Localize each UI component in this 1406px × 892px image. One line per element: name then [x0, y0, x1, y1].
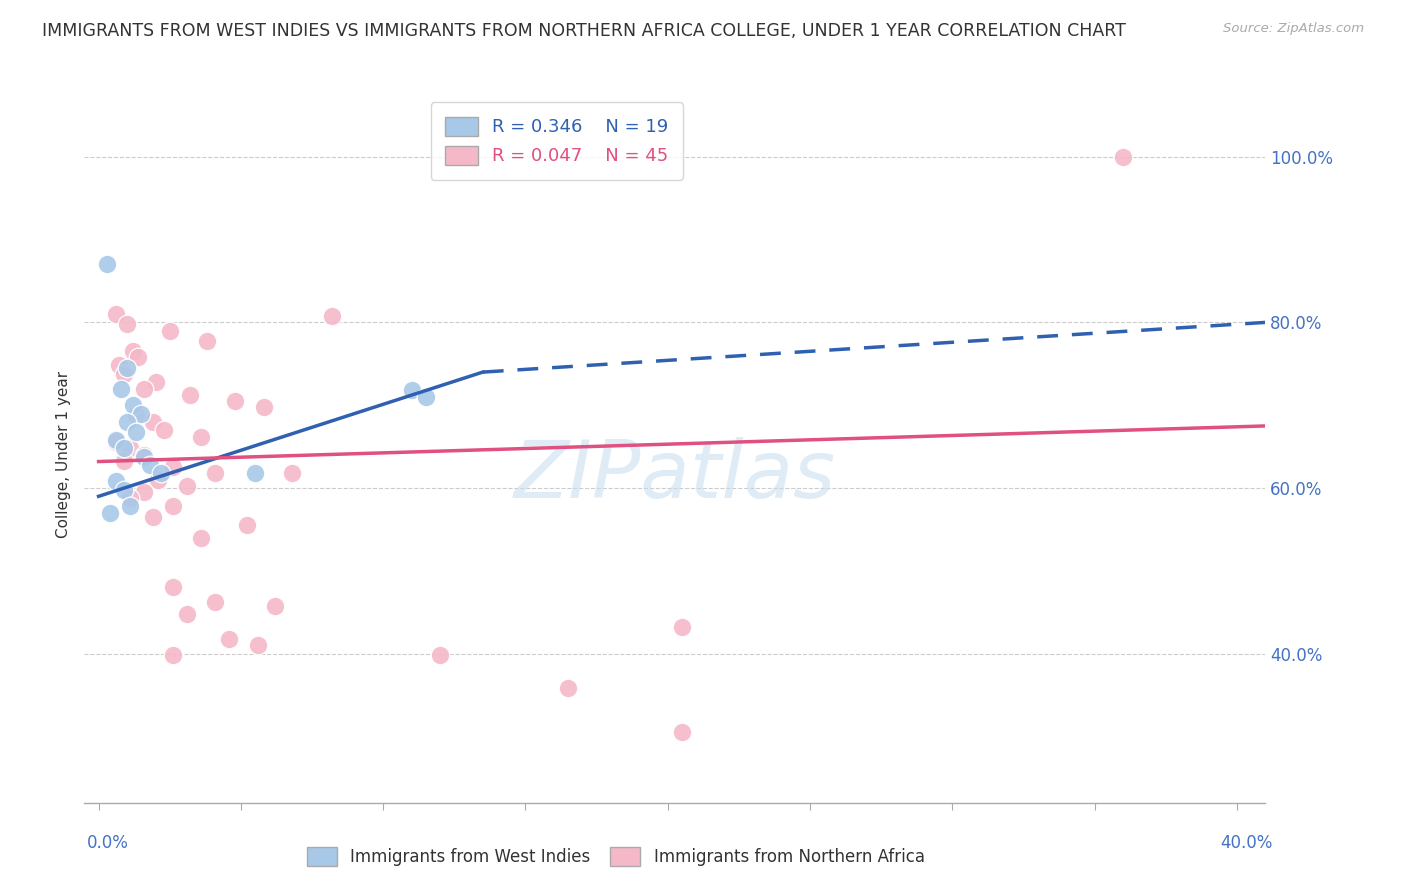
Point [104, 475, 127, 489]
Point [179, 388, 201, 402]
Point [112, 453, 135, 467]
Point [124, 408, 146, 422]
Point [235, 518, 257, 533]
Point [1112, 150, 1135, 164]
Point [96, 257, 118, 271]
Point [112, 367, 135, 381]
Point [401, 384, 423, 398]
Point [121, 398, 143, 412]
Point [134, 382, 156, 396]
Point [281, 466, 304, 480]
Point [112, 483, 135, 497]
Point [415, 390, 437, 404]
Point [321, 309, 343, 323]
Point [224, 394, 246, 409]
Point [264, 599, 287, 613]
Text: 40.0%: 40.0% [1220, 834, 1272, 852]
Point [107, 359, 129, 373]
Point [162, 648, 184, 663]
Point [429, 648, 451, 663]
Y-axis label: College, Under 1 year: College, Under 1 year [56, 371, 72, 539]
Point [115, 415, 138, 429]
Point [104, 433, 127, 447]
Point [153, 423, 176, 437]
Point [190, 430, 212, 444]
Point [243, 466, 266, 480]
Point [176, 479, 198, 493]
Point [162, 581, 184, 595]
Point [142, 415, 165, 429]
Point [204, 466, 226, 480]
Point [218, 632, 240, 646]
Point [110, 382, 132, 396]
Point [118, 500, 141, 514]
Point [204, 595, 226, 609]
Legend: Immigrants from West Indies, Immigrants from Northern Africa: Immigrants from West Indies, Immigrants … [298, 839, 934, 874]
Point [112, 442, 135, 456]
Text: IMMIGRANTS FROM WEST INDIES VS IMMIGRANTS FROM NORTHERN AFRICA COLLEGE, UNDER 1 : IMMIGRANTS FROM WEST INDIES VS IMMIGRANT… [42, 22, 1126, 40]
Point [118, 442, 141, 456]
Point [671, 725, 693, 739]
Point [134, 485, 156, 500]
Point [104, 435, 127, 450]
Point [134, 450, 156, 464]
Point [150, 466, 173, 480]
Point [129, 407, 152, 421]
Point [148, 473, 170, 487]
Text: ZIPatlas: ZIPatlas [513, 437, 837, 515]
Point [190, 531, 212, 545]
Point [671, 620, 693, 634]
Point [139, 458, 162, 472]
Point [246, 639, 269, 653]
Point [162, 500, 184, 514]
Text: 0.0%: 0.0% [87, 834, 129, 852]
Point [115, 317, 138, 331]
Point [176, 607, 198, 621]
Point [124, 425, 146, 439]
Point [557, 681, 579, 696]
Point [98, 506, 121, 520]
Point [104, 307, 127, 321]
Point [253, 400, 276, 414]
Point [127, 350, 149, 364]
Point [134, 448, 156, 462]
Text: Source: ZipAtlas.com: Source: ZipAtlas.com [1223, 22, 1364, 36]
Point [162, 460, 184, 475]
Point [115, 361, 138, 376]
Point [118, 491, 141, 505]
Point [142, 510, 165, 524]
Point [121, 344, 143, 359]
Point [159, 324, 181, 338]
Point [195, 334, 218, 348]
Point [145, 375, 167, 389]
